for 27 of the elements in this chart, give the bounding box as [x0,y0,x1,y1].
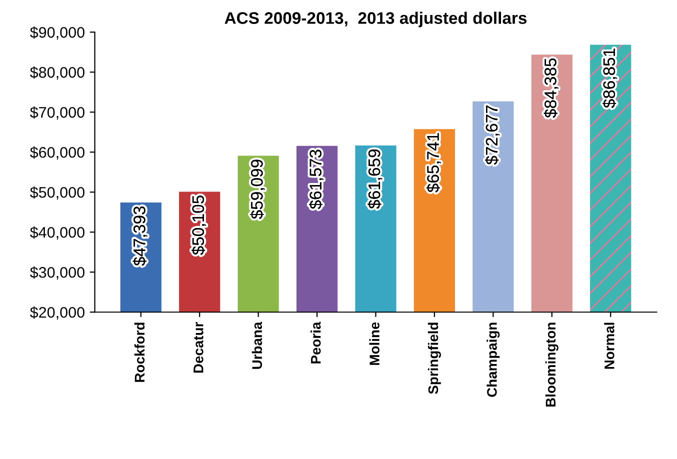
data-label: $47,393 [132,206,148,266]
data-label: $61,573 [308,150,324,210]
x-tick-label: Bloomington [545,322,558,407]
y-tick-label: $40,000 [30,226,84,240]
y-tick-label: $70,000 [30,106,84,120]
data-label: $61,659 [368,149,382,209]
x-tick-label: Rockford [134,322,145,382]
data-label: $59,099 [250,160,265,219]
y-tick-label: $80,000 [30,66,84,80]
y-tick-label: $50,000 [30,186,84,200]
chart-title: ACS 2009-2013, 2013 adjusted dollars [224,12,527,28]
y-tick-label: $20,000 [30,306,84,320]
data-label: $72,677 [485,105,500,165]
y-tick-label: $30,000 [30,266,84,280]
x-tick-label: Normal [604,322,614,369]
x-tick-label: Champaign [486,322,500,397]
data-label: $84,385 [544,58,558,118]
x-tick-label: Moline [369,322,380,365]
x-tick-label: Urbana [252,322,262,369]
data-label: $50,105 [192,196,206,255]
y-tick-label: $90,000 [30,26,84,40]
x-tick-label: Peoria [310,322,321,364]
y-tick-label: $60,000 [30,146,84,160]
data-label: $65,741 [426,133,441,192]
data-label: $86,851 [602,48,618,108]
x-tick-label: Springfield [428,322,441,394]
x-tick-label: Decatur [194,322,204,373]
